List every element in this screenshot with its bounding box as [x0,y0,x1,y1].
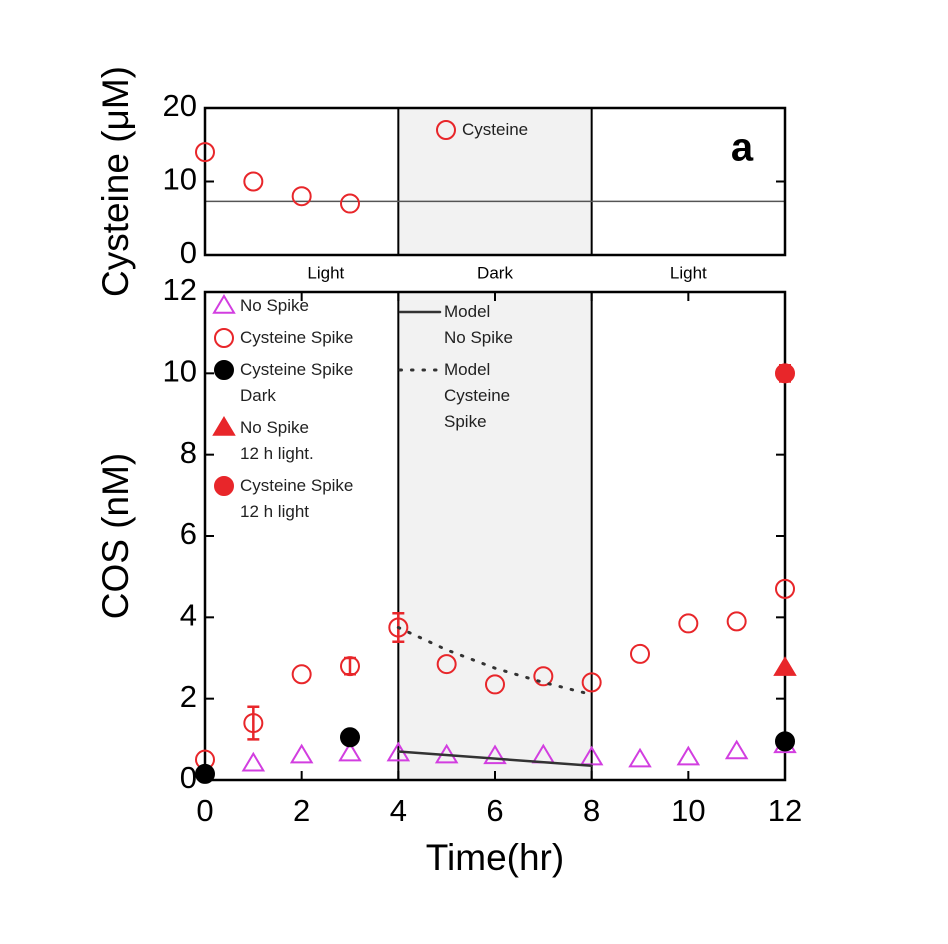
marker [485,674,505,695]
marker [581,672,602,693]
marker [630,643,650,664]
marker [775,731,795,752]
legend-item: Model Cysteine Spike [398,357,513,435]
legend-key [436,120,456,140]
period-label: Dark [477,263,513,282]
legend: Model No Spike Model Cysteine Spike [398,299,513,435]
marker [775,363,795,384]
marker [212,294,236,314]
legend-label: Cysteine Spike Dark [240,360,354,405]
legend-key [214,328,234,348]
marker [533,666,554,687]
legend-item: Cysteine [432,117,528,143]
y-tick-label: 10 [163,162,197,197]
legend-label: Cysteine Spike 12 h light [240,476,354,521]
y-tick-label: 8 [180,435,197,470]
period-label: Light [670,263,707,282]
x-tick-label: 10 [671,793,705,828]
y-tick-label: 0 [180,760,197,795]
y-tick-label: 20 [163,88,197,123]
legend-label: No Spike 12 h light. [240,418,314,463]
legend-item: Model No Spike [398,299,513,351]
marker [340,193,360,214]
legend-label: Cysteine Spike [240,328,354,347]
marker [628,747,652,768]
legend-label: Model Cysteine Spike [444,360,511,431]
y-tick-label: 2 [180,679,197,714]
legend-label: Cysteine [462,120,529,139]
marker [773,656,797,676]
x-tick-label: 12 [768,793,802,828]
dark-period [398,292,592,780]
marker [291,664,312,685]
marker [291,186,312,207]
marker [195,763,215,784]
y-tick-label: 4 [180,598,197,633]
marker [483,744,507,765]
marker [775,578,795,599]
marker [241,751,266,772]
panel-label: a [731,126,754,170]
y-tick-label: 0 [180,235,197,270]
legend: No Spike Cysteine Spike Cysteine Spike Dar… [210,293,353,525]
marker [436,120,456,140]
x-axis-title: Time(hr) [426,837,564,878]
model-line [397,750,593,768]
error-bar [344,656,356,676]
x-tick-label: 2 [293,793,310,828]
marker [214,476,234,496]
marker [212,416,236,436]
model-line [396,626,594,697]
y-tick-label: 6 [180,516,197,551]
marker [726,611,747,632]
marker [338,741,362,762]
legend-item: Cysteine Spike [210,325,353,351]
dark-period [398,108,592,255]
marker [340,727,360,748]
x-tick-label: 0 [196,793,213,828]
legend-item: Cysteine Spike 12 h light [210,473,353,525]
marker [678,613,699,634]
legend-key [214,476,234,496]
marker [289,743,314,764]
marker [214,328,234,348]
legend-item: Cysteine Spike Dark [210,357,353,409]
y-axis-title: COS (nM) [95,453,136,620]
marker [676,745,701,766]
legend-key [214,360,234,380]
y-tick-label: 12 [163,272,197,307]
x-tick-label: 4 [390,793,407,828]
marker [195,142,215,163]
error-bar [247,705,260,741]
y-axis-title: Cysteine (μM) [95,66,136,297]
marker [243,713,264,734]
x-tick-label: 6 [486,793,503,828]
legend-label: No Spike [240,296,309,315]
legend-key [212,416,236,436]
marker [388,617,409,638]
legend-item: No Spike 12 h light. [210,415,353,467]
legend-item: No Spike [210,293,353,319]
marker [243,171,264,192]
legend-key [398,310,442,314]
period-label: Light [307,263,344,282]
legend-label: Model No Spike [444,302,513,347]
marker [436,654,457,675]
legend-key [212,294,236,314]
x-tick-label: 8 [583,793,600,828]
marker [340,656,360,677]
y-tick-label: 10 [163,354,197,389]
marker [214,360,234,380]
marker [579,745,604,766]
legend-key [398,368,442,372]
legend: Cysteine [432,117,528,143]
marker [724,739,749,760]
